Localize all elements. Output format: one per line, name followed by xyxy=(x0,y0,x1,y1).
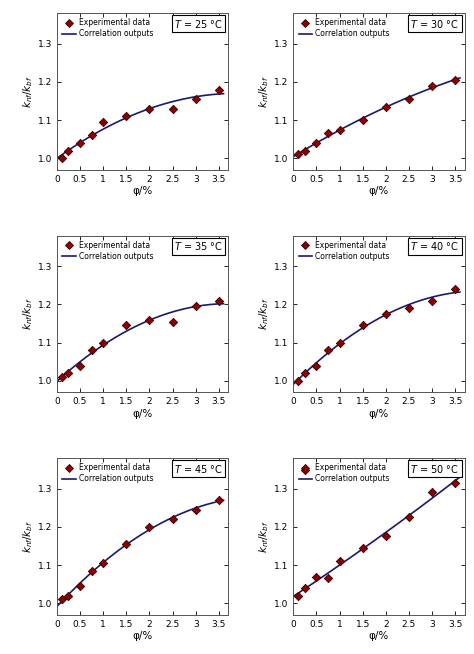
Point xyxy=(382,101,390,112)
Y-axis label: $k_{nf}/k_{bf}$: $k_{nf}/k_{bf}$ xyxy=(257,520,271,553)
Point xyxy=(122,320,130,331)
Point xyxy=(294,149,301,160)
Point xyxy=(215,296,223,306)
Point xyxy=(192,94,200,104)
X-axis label: φ/%: φ/% xyxy=(132,186,153,196)
Text: $T$ = 45 °C: $T$ = 45 °C xyxy=(174,463,223,475)
X-axis label: φ/%: φ/% xyxy=(369,409,389,419)
Point xyxy=(169,514,176,525)
Point xyxy=(359,115,366,126)
Legend: Experimental data, Correlation outputs: Experimental data, Correlation outputs xyxy=(296,239,392,263)
Text: $T$ = 35 °C: $T$ = 35 °C xyxy=(174,240,223,252)
Point xyxy=(336,337,343,348)
X-axis label: φ/%: φ/% xyxy=(369,186,389,196)
Point xyxy=(88,345,95,356)
Legend: Experimental data, Correlation outputs: Experimental data, Correlation outputs xyxy=(296,16,392,41)
Point xyxy=(312,360,320,371)
Point xyxy=(100,117,107,128)
Y-axis label: $k_{nf}/k_{bf}$: $k_{nf}/k_{bf}$ xyxy=(257,298,271,330)
Point xyxy=(405,512,413,523)
Point xyxy=(336,556,343,566)
Point xyxy=(405,94,413,104)
Y-axis label: $k_{nf}/k_{bf}$: $k_{nf}/k_{bf}$ xyxy=(21,298,35,330)
Point xyxy=(169,103,176,114)
Point xyxy=(405,303,413,313)
Y-axis label: $k_{nf}/k_{bf}$: $k_{nf}/k_{bf}$ xyxy=(257,75,271,108)
Text: $T$ = 30 °C: $T$ = 30 °C xyxy=(410,18,459,30)
Point xyxy=(169,317,176,327)
Point xyxy=(336,124,343,135)
Text: $T$ = 25 °C: $T$ = 25 °C xyxy=(174,18,223,30)
Point xyxy=(294,375,301,386)
Point xyxy=(64,368,72,379)
Point xyxy=(324,128,332,139)
Point xyxy=(88,130,95,141)
Point xyxy=(122,111,130,122)
X-axis label: φ/%: φ/% xyxy=(132,631,153,642)
Point xyxy=(428,487,436,498)
Point xyxy=(359,543,366,553)
Point xyxy=(215,495,223,506)
Point xyxy=(192,301,200,311)
Point xyxy=(192,504,200,515)
Point xyxy=(451,75,459,85)
Point xyxy=(359,320,366,331)
Point xyxy=(312,138,320,148)
Y-axis label: $k_{nf}/k_{bf}$: $k_{nf}/k_{bf}$ xyxy=(21,75,35,108)
Point xyxy=(146,103,153,114)
Y-axis label: $k_{nf}/k_{bf}$: $k_{nf}/k_{bf}$ xyxy=(21,520,35,553)
Point xyxy=(301,464,309,475)
X-axis label: φ/%: φ/% xyxy=(132,409,153,419)
Point xyxy=(451,284,459,294)
Point xyxy=(88,566,95,576)
Point xyxy=(64,591,72,601)
Point xyxy=(382,531,390,542)
Legend: Experimental data, Correlation outputs: Experimental data, Correlation outputs xyxy=(60,239,156,263)
Point xyxy=(312,572,320,582)
Legend: Experimental data, Correlation outputs: Experimental data, Correlation outputs xyxy=(60,16,156,41)
Point xyxy=(301,583,309,593)
Point xyxy=(428,80,436,91)
Point xyxy=(301,145,309,156)
Point xyxy=(294,591,301,601)
Point xyxy=(146,315,153,325)
X-axis label: φ/%: φ/% xyxy=(369,631,389,642)
Point xyxy=(324,573,332,583)
Text: $T$ = 50 °C: $T$ = 50 °C xyxy=(410,463,459,475)
Point xyxy=(146,522,153,532)
Point xyxy=(100,558,107,568)
Point xyxy=(64,145,72,156)
Point xyxy=(215,84,223,95)
Text: $T$ = 40 °C: $T$ = 40 °C xyxy=(410,240,459,252)
Point xyxy=(382,309,390,319)
Point xyxy=(58,371,65,382)
Point xyxy=(122,539,130,549)
Point xyxy=(58,594,65,605)
Point xyxy=(76,360,84,371)
Point xyxy=(428,296,436,306)
Legend: Experimental data, Correlation outputs: Experimental data, Correlation outputs xyxy=(296,461,392,486)
Legend: Experimental data, Correlation outputs: Experimental data, Correlation outputs xyxy=(60,461,156,486)
Point xyxy=(324,345,332,356)
Point xyxy=(451,477,459,488)
Point xyxy=(100,337,107,348)
Point xyxy=(76,138,84,148)
Point xyxy=(301,368,309,379)
Point xyxy=(76,581,84,591)
Point xyxy=(58,153,65,164)
